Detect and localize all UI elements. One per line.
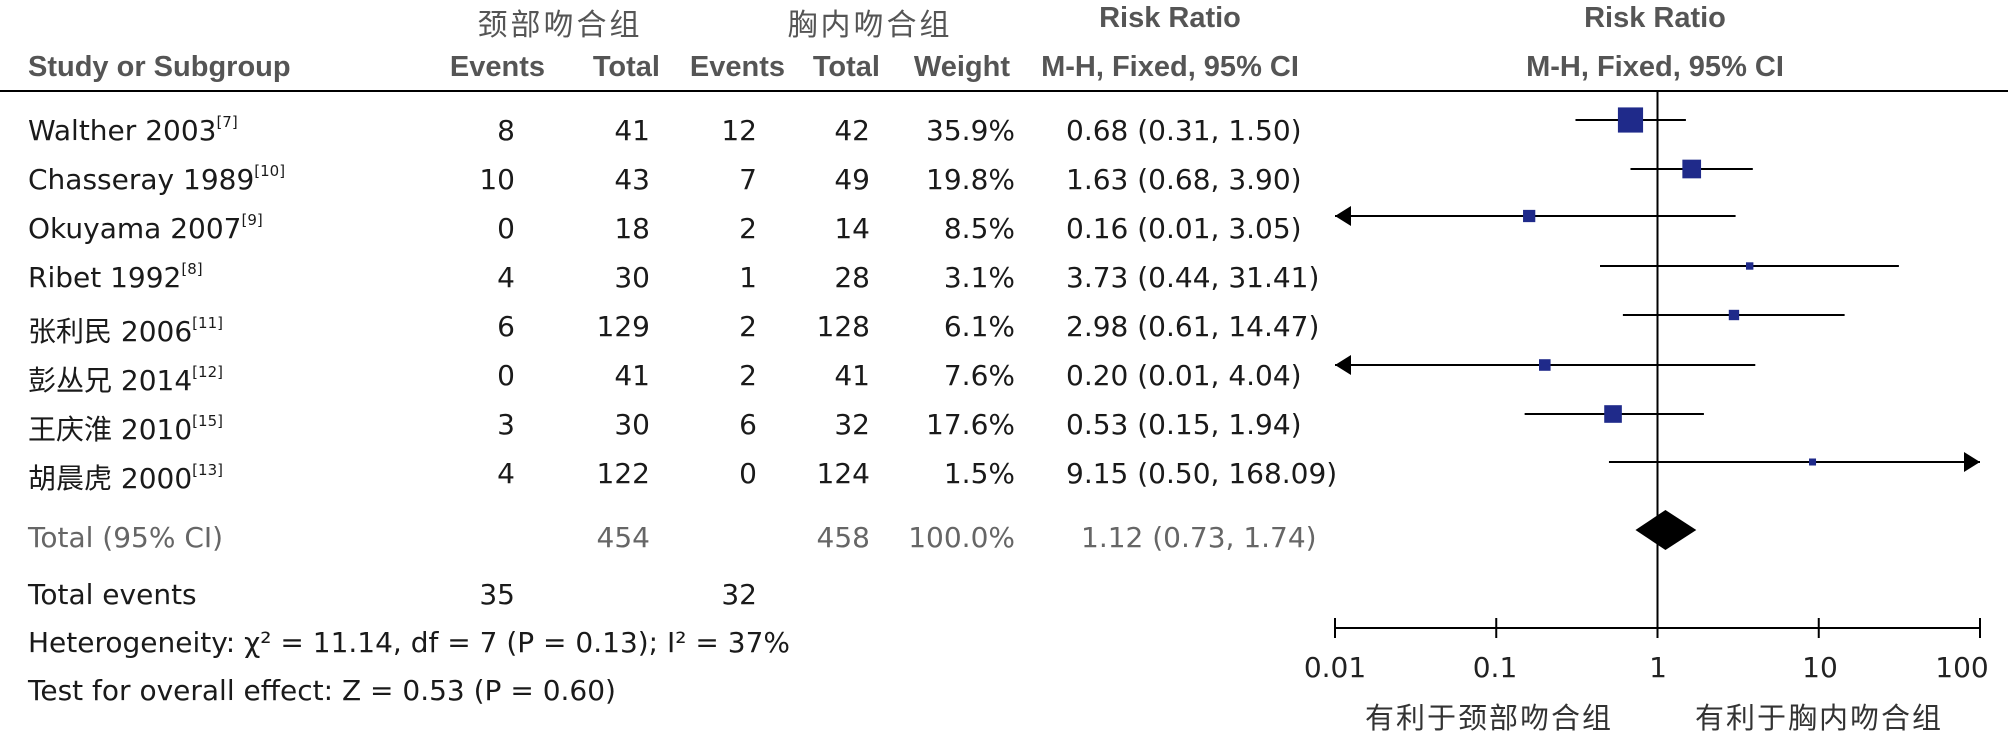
events-right-header: Events: [689, 51, 785, 83]
events-left-cell: 6: [497, 310, 515, 343]
axis-tick-label: 10: [1802, 651, 1838, 684]
ci-cell: 0.16 (0.01, 3.05): [1066, 212, 1302, 245]
study-point-marker: [1809, 458, 1817, 466]
total-left-header: Total: [592, 51, 660, 83]
overall-effect-text: Test for overall effect: Z = 0.53 (P = 0…: [28, 674, 616, 707]
ci-arrow-left: [1335, 355, 1351, 375]
total-right-cell: 49: [834, 163, 870, 196]
weight-cell: 17.6%: [926, 408, 1015, 441]
total-left-cell: 30: [614, 261, 650, 294]
method-col-header: M-H, Fixed, 95% CI: [1041, 51, 1299, 83]
weight-cell: 6.1%: [943, 310, 1015, 343]
total-weight: 100.0%: [908, 521, 1015, 554]
header-divider: [0, 90, 2008, 92]
study-name: Okuyama 2007[9]: [28, 211, 263, 245]
weight-header: Weight: [913, 51, 1010, 83]
events-right-cell: 2: [739, 212, 757, 245]
study-name: Walther 2003[7]: [28, 113, 238, 147]
ci-arrow-right: [1964, 452, 1980, 472]
study-point-marker: [1604, 405, 1622, 423]
total-ci: 1.12 (0.73, 1.74): [1081, 521, 1317, 554]
study-name: 彭丛兄 2014[12]: [28, 363, 223, 397]
risk-ratio-col-header: Risk Ratio: [1099, 2, 1241, 34]
total-left-cell: 122: [596, 457, 650, 490]
total-left-sum: 454: [596, 521, 650, 554]
events-right-cell: 6: [739, 408, 757, 441]
events-right-cell: 2: [739, 310, 757, 343]
total-right-cell: 14: [834, 212, 870, 245]
total-right-cell: 32: [834, 408, 870, 441]
method-plot-header: M-H, Fixed, 95% CI: [1526, 51, 1784, 83]
study-point-marker: [1682, 159, 1702, 179]
favours-left-label: 有利于颈部吻合组: [1365, 701, 1614, 735]
total-events-left: 35: [479, 578, 515, 611]
weight-cell: 35.9%: [926, 114, 1015, 147]
events-left-cell: 3: [497, 408, 515, 441]
events-right-cell: 0: [739, 457, 757, 490]
total-right-cell: 128: [816, 310, 870, 343]
events-right-cell: 2: [739, 359, 757, 392]
events-right-cell: 12: [721, 114, 757, 147]
group-left-header: 颈部吻合组: [477, 8, 643, 43]
pooled-diamond: [1635, 510, 1697, 550]
ci-cell: 0.68 (0.31, 1.50): [1066, 114, 1302, 147]
total-left-cell: 41: [614, 114, 650, 147]
total-right-header: Total: [812, 51, 880, 83]
study-point-marker: [1539, 359, 1551, 371]
axis-tick-label: 100: [1935, 651, 1989, 684]
events-left-header: Events: [449, 51, 545, 83]
events-left-cell: 0: [497, 359, 515, 392]
weight-cell: 7.6%: [943, 359, 1015, 392]
total-events-right: 32: [721, 578, 757, 611]
study-point-marker: [1728, 309, 1740, 321]
events-left-cell: 8: [497, 114, 515, 147]
study-column-header: Study or Subgroup: [28, 51, 291, 83]
total-left-cell: 18: [614, 212, 650, 245]
weight-cell: 8.5%: [943, 212, 1015, 245]
study-name: 王庆淮 2010[15]: [28, 412, 223, 446]
events-right-cell: 7: [739, 163, 757, 196]
axis-tick-label: 0.1: [1472, 651, 1518, 684]
heterogeneity-text: Heterogeneity: χ² = 11.14, df = 7 (P = 0…: [28, 626, 790, 659]
ci-cell: 9.15 (0.50, 168.09): [1066, 457, 1338, 490]
total-right-sum: 458: [816, 521, 870, 554]
ci-cell: 3.73 (0.44, 31.41): [1066, 261, 1320, 294]
events-left-cell: 4: [497, 457, 515, 490]
ci-cell: 0.20 (0.01, 4.04): [1066, 359, 1302, 392]
total-right-cell: 42: [834, 114, 870, 147]
total-right-cell: 28: [834, 261, 870, 294]
study-name: Chasseray 1989[10]: [28, 162, 286, 196]
total-left-cell: 129: [596, 310, 650, 343]
total-events-label: Total events: [28, 578, 197, 611]
study-name: 胡晨虎 2000[13]: [28, 461, 223, 495]
total-left-cell: 43: [614, 163, 650, 196]
study-point-marker: [1745, 262, 1754, 270]
events-left-cell: 10: [479, 163, 515, 196]
events-left-cell: 4: [497, 261, 515, 294]
total-left-cell: 41: [614, 359, 650, 392]
total-left-cell: 30: [614, 408, 650, 441]
group-right-header: 胸内吻合组: [787, 8, 953, 43]
ci-cell: 0.53 (0.15, 1.94): [1066, 408, 1302, 441]
weight-cell: 1.5%: [943, 457, 1015, 490]
weight-cell: 3.1%: [943, 261, 1015, 294]
study-point-marker: [1523, 209, 1536, 223]
events-left-cell: 0: [497, 212, 515, 245]
axis-tick-label: 1: [1649, 651, 1667, 684]
axis-tick-label: 0.01: [1303, 651, 1367, 684]
study-name: Ribet 1992[8]: [28, 260, 203, 294]
weight-cell: 19.8%: [926, 163, 1015, 196]
ci-arrow-left: [1335, 206, 1351, 226]
risk-ratio-plot-header: Risk Ratio: [1584, 2, 1726, 34]
ci-cell: 2.98 (0.61, 14.47): [1066, 310, 1320, 343]
total-right-cell: 41: [834, 359, 870, 392]
study-name: 张利民 2006[11]: [28, 314, 223, 348]
events-right-cell: 1: [739, 261, 757, 294]
study-point-marker: [1617, 107, 1644, 133]
total-right-cell: 124: [816, 457, 870, 490]
total-label: Total (95% CI): [28, 521, 224, 554]
ci-cell: 1.63 (0.68, 3.90): [1066, 163, 1302, 196]
favours-right-label: 有利于胸内吻合组: [1695, 701, 1944, 735]
